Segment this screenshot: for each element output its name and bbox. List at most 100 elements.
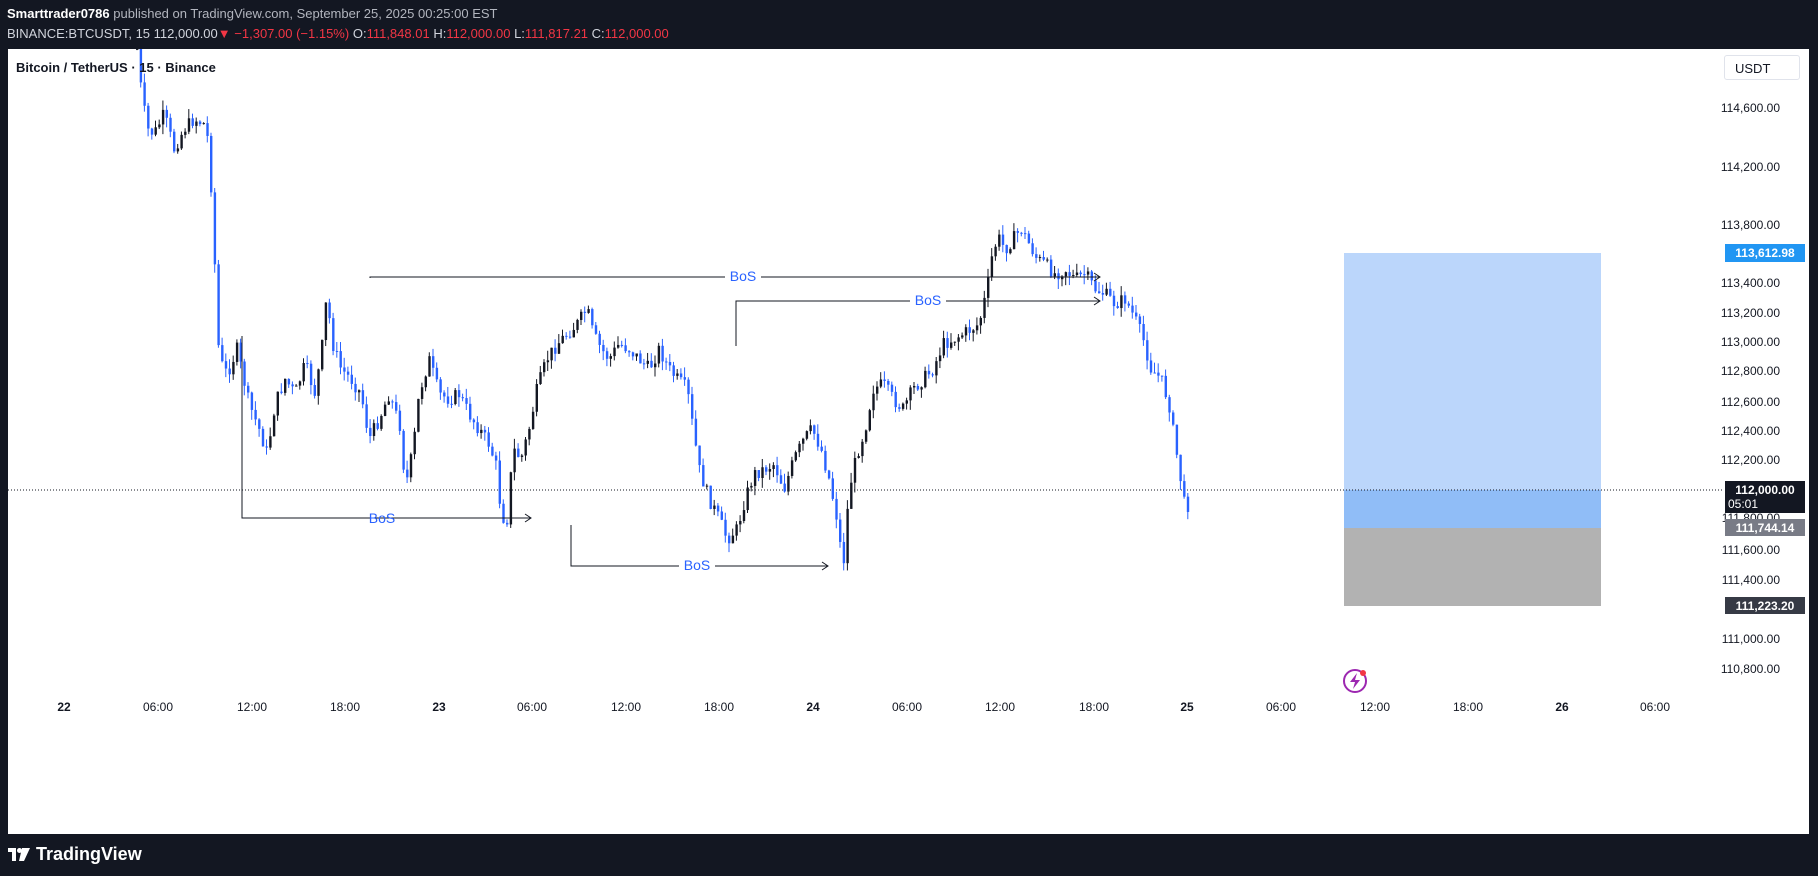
candle-body (761, 467, 764, 478)
candle-body (250, 392, 254, 410)
stop-price-text: 111,223.20 (1736, 599, 1795, 613)
candle-body (624, 345, 627, 352)
candle-body (964, 327, 968, 336)
candle-body (302, 363, 305, 382)
candle-body (1175, 424, 1179, 455)
candle-body (317, 369, 320, 396)
candle-body (198, 121, 202, 125)
price-tick: 111,600.00 (1722, 543, 1781, 557)
candle-body (1086, 271, 1090, 275)
candle-body (524, 439, 527, 456)
chart-canvas[interactable]: BoS BoS BoS BoS 114,600.00 114,200.00 11… (8, 49, 1809, 834)
candle-body (909, 387, 912, 401)
candle-body (506, 522, 509, 525)
candle-body (1016, 231, 1019, 233)
candle-body (853, 457, 857, 483)
candle-body (676, 373, 679, 376)
candle-body (950, 342, 953, 348)
candle-body (454, 390, 457, 404)
candle-body (613, 347, 616, 357)
candle-body (1038, 257, 1042, 259)
candle-body (1075, 272, 1079, 275)
bos-annotation-4[interactable] (570, 525, 829, 571)
candle-body (343, 367, 346, 372)
price-tick: 113,800.00 (1721, 218, 1780, 232)
candle-body (1149, 360, 1153, 373)
footer-bar: TradingView (0, 834, 1818, 876)
candle-body (846, 508, 849, 564)
candle-body (605, 351, 609, 359)
time-tick: 23 (432, 700, 446, 714)
candle-body (987, 276, 990, 298)
profit-zone[interactable] (1344, 253, 1601, 528)
time-tick: 06:00 (1266, 700, 1296, 714)
candle-body (890, 384, 894, 392)
candle-body (520, 455, 524, 457)
candle-body (469, 403, 472, 420)
candle-body (887, 380, 890, 385)
candle-body (561, 335, 564, 344)
candle-body (927, 370, 931, 375)
candle-body (457, 390, 461, 398)
author-name[interactable]: Smarttrader0786 (7, 6, 110, 21)
candle-body (1109, 288, 1112, 296)
candles (136, 49, 1190, 571)
candle-body (946, 338, 949, 348)
candle-body (1001, 234, 1005, 245)
candle-body (491, 446, 494, 456)
candle-body (550, 347, 553, 361)
bos-label-3[interactable]: BoS (915, 292, 941, 308)
candle-body (720, 511, 723, 520)
candle-body (480, 429, 483, 434)
tradingview-logo[interactable]: TradingView (8, 844, 142, 865)
candle-body (1064, 272, 1068, 277)
candle-body (180, 134, 183, 149)
countdown-text: 05:01 (1728, 497, 1758, 511)
candle-body (1035, 254, 1038, 258)
bos-label-2[interactable]: BoS (730, 268, 756, 284)
bos-annotation-2[interactable] (369, 272, 1101, 282)
candle-body (1142, 324, 1145, 341)
candle-body (750, 485, 753, 488)
bos-annotation-1[interactable] (241, 336, 532, 523)
chart-pane[interactable]: BoS BoS BoS BoS 114,600.00 114,200.00 11… (8, 49, 1809, 834)
time-tick: 06:00 (1640, 700, 1670, 714)
time-tick: 18:00 (704, 700, 734, 714)
price-tick: 112,600.00 (1721, 395, 1780, 409)
loss-zone[interactable] (1344, 528, 1601, 606)
candle-body (143, 82, 146, 106)
current-price-tag[interactable] (1725, 481, 1805, 513)
candle-body (202, 123, 205, 125)
currency-button[interactable]: USDT (1724, 55, 1800, 80)
candle-body (864, 430, 868, 442)
candle-body (913, 385, 916, 388)
candle-body (602, 344, 605, 352)
bos-annotation-3[interactable] (735, 296, 1101, 346)
candle-body (739, 520, 742, 525)
candle-body (1031, 243, 1034, 255)
candle-body (679, 373, 683, 378)
entry-price-tag[interactable] (1725, 519, 1805, 536)
candle-body (1079, 272, 1082, 275)
candle-body (387, 401, 390, 405)
close-label: C: (591, 26, 605, 41)
stop-price-tag[interactable] (1725, 597, 1805, 614)
candle-body (617, 344, 620, 348)
candle-body (598, 333, 601, 345)
candle-body (184, 131, 187, 135)
candle-body (380, 415, 383, 429)
price-tick: 114,600.00 (1721, 101, 1780, 115)
candle-body (161, 109, 165, 125)
bos-label-1[interactable]: BoS (369, 510, 395, 526)
candle-body (728, 535, 731, 544)
candle-body (824, 450, 827, 471)
candle-body (587, 309, 590, 313)
candle-body (435, 367, 439, 380)
candle-body (228, 368, 231, 375)
price-tick: 113,000.00 (1721, 335, 1780, 349)
bos-label-4[interactable]: BoS (684, 557, 710, 573)
candle-body (383, 404, 387, 416)
target-price-tag[interactable] (1725, 244, 1805, 262)
lightning-icon[interactable] (1343, 669, 1367, 693)
profit-zone-filled (1344, 490, 1601, 528)
